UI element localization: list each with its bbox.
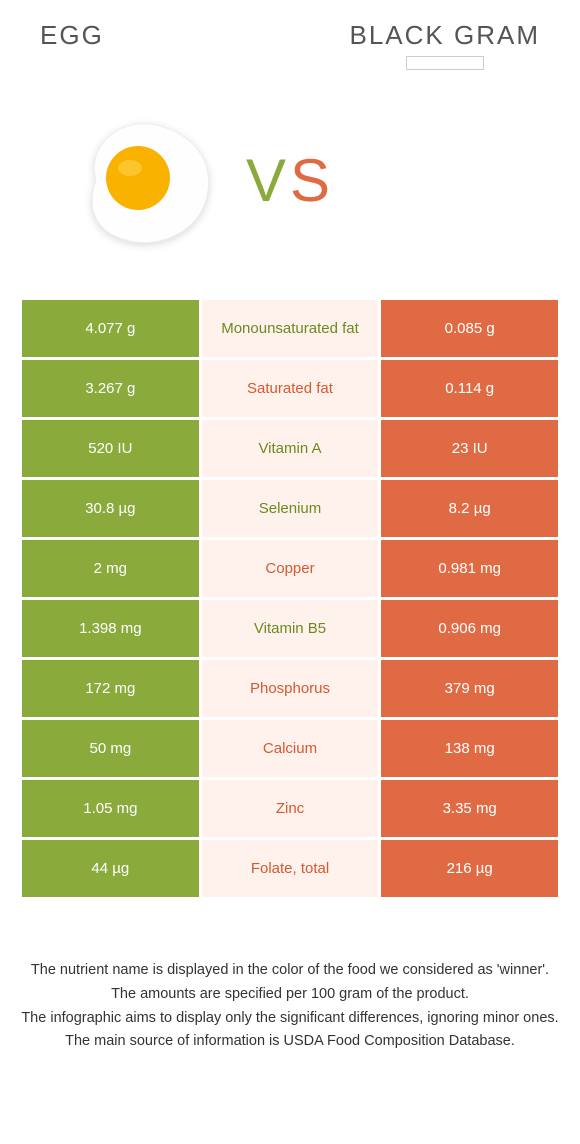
vs-label: VS — [246, 146, 334, 215]
food-left-title: Egg — [40, 20, 104, 70]
table-row: 3.267 gSaturated fat0.114 g — [22, 360, 558, 417]
table-row: 1.05 mgZinc3.35 mg — [22, 780, 558, 837]
table-row: 50 mgCalcium138 mg — [22, 720, 558, 777]
right-value: 379 mg — [381, 660, 558, 717]
left-value: 520 IU — [22, 420, 199, 477]
footnote-line: The main source of information is USDA F… — [20, 1031, 560, 1053]
right-value: 8.2 µg — [381, 480, 558, 537]
right-value: 0.906 mg — [381, 600, 558, 657]
table-row: 4.077 gMonounsaturated fat0.085 g — [22, 300, 558, 357]
left-value: 3.267 g — [22, 360, 199, 417]
comparison-header: Egg Black gram — [0, 0, 580, 80]
table-row: 2 mgCopper0.981 mg — [22, 540, 558, 597]
nutrient-name: Vitamin A — [202, 420, 379, 477]
right-value: 23 IU — [381, 420, 558, 477]
left-value: 44 µg — [22, 840, 199, 897]
left-value: 50 mg — [22, 720, 199, 777]
nutrient-name: Copper — [202, 540, 379, 597]
food-right-header-col: Black gram — [350, 20, 541, 70]
nutrient-name: Vitamin B5 — [202, 600, 379, 657]
egg-image — [66, 100, 226, 260]
hero-section: VS — [0, 80, 580, 300]
table-row: 520 IUVitamin A23 IU — [22, 420, 558, 477]
table-row: 172 mgPhosphorus379 mg — [22, 660, 558, 717]
right-value: 3.35 mg — [381, 780, 558, 837]
nutrient-comparison-table: 4.077 gMonounsaturated fat0.085 g3.267 g… — [22, 300, 558, 897]
nutrient-name: Selenium — [202, 480, 379, 537]
nutrient-name: Folate, total — [202, 840, 379, 897]
left-value: 1.398 mg — [22, 600, 199, 657]
left-value: 30.8 µg — [22, 480, 199, 537]
right-value: 138 mg — [381, 720, 558, 777]
table-row: 30.8 µgSelenium8.2 µg — [22, 480, 558, 537]
vs-letter-v: V — [246, 147, 290, 214]
right-value: 0.981 mg — [381, 540, 558, 597]
right-value: 0.114 g — [381, 360, 558, 417]
nutrient-name: Monounsaturated fat — [202, 300, 379, 357]
right-value: 216 µg — [381, 840, 558, 897]
nutrient-name: Phosphorus — [202, 660, 379, 717]
left-value: 4.077 g — [22, 300, 199, 357]
image-placeholder-icon — [406, 56, 484, 70]
footnote-line: The infographic aims to display only the… — [20, 1008, 560, 1030]
footnotes: The nutrient name is displayed in the co… — [0, 900, 580, 1075]
right-value: 0.085 g — [381, 300, 558, 357]
food-right-title: Black gram — [350, 20, 541, 51]
fried-egg-icon — [66, 100, 226, 260]
nutrient-name: Calcium — [202, 720, 379, 777]
footnote-line: The amounts are specified per 100 gram o… — [20, 984, 560, 1006]
table-row: 1.398 mgVitamin B50.906 mg — [22, 600, 558, 657]
vs-letter-s: S — [290, 147, 334, 214]
left-value: 172 mg — [22, 660, 199, 717]
left-value: 2 mg — [22, 540, 199, 597]
nutrient-name: Saturated fat — [202, 360, 379, 417]
left-value: 1.05 mg — [22, 780, 199, 837]
table-row: 44 µgFolate, total216 µg — [22, 840, 558, 897]
footnote-line: The nutrient name is displayed in the co… — [20, 960, 560, 982]
blackgram-image-slot — [354, 100, 514, 260]
nutrient-name: Zinc — [202, 780, 379, 837]
